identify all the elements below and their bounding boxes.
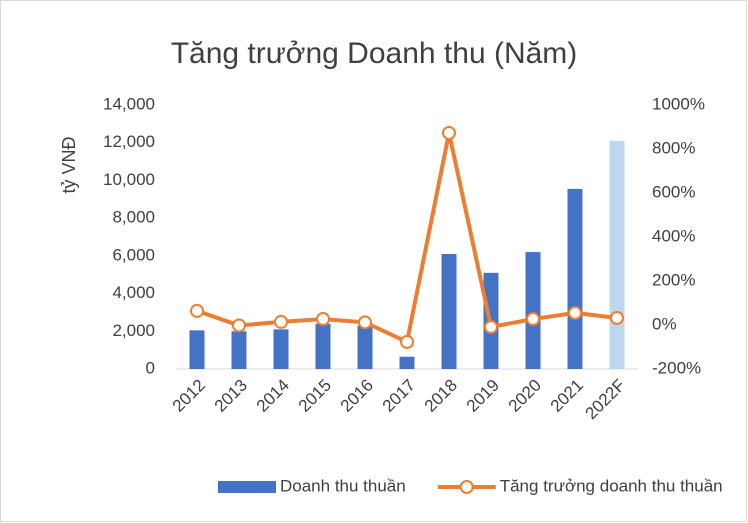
bar xyxy=(399,356,415,369)
line-marker xyxy=(316,312,330,327)
legend-swatch xyxy=(218,481,276,493)
line-marker xyxy=(400,334,414,349)
y2-tick-label: 200% xyxy=(652,270,695,289)
y-tick-label: 6,000 xyxy=(112,245,155,264)
bar xyxy=(273,329,289,369)
bar xyxy=(315,323,331,369)
y2-tick-label: 600% xyxy=(652,182,695,201)
y2-tick-label: 400% xyxy=(652,226,695,245)
y-tick-label: 8,000 xyxy=(112,208,155,227)
y-tick-label: 10,000 xyxy=(103,170,155,189)
line-marker xyxy=(190,303,204,318)
line-marker xyxy=(526,312,540,327)
y-tick-label: 14,000 xyxy=(103,94,155,113)
bar xyxy=(357,325,373,369)
y-tick-label: 12,000 xyxy=(103,132,155,151)
legend-marker xyxy=(459,480,474,494)
y2-tick-label: 800% xyxy=(652,138,695,157)
y2-tick-label: 0% xyxy=(652,314,677,333)
bar xyxy=(609,140,625,369)
y2-tick-label: -200% xyxy=(652,358,701,377)
legend-label: Tăng trưởng doanh thu thuần xyxy=(500,476,723,495)
bar xyxy=(567,188,583,369)
bar xyxy=(441,253,457,369)
line-marker xyxy=(358,315,372,330)
line-marker xyxy=(484,319,498,334)
y-tick-label: 2,000 xyxy=(112,321,155,340)
line-marker xyxy=(442,125,456,140)
y-tick-label: 4,000 xyxy=(112,283,155,302)
line-marker xyxy=(274,314,288,329)
legend-label: Doanh thu thuần xyxy=(280,476,406,495)
y2-tick-label: 1000% xyxy=(652,94,705,113)
line-marker xyxy=(610,310,624,325)
chart-title: Tăng trưởng Doanh thu (Năm) xyxy=(171,37,578,70)
bar xyxy=(189,330,205,369)
y-tick-label: 0 xyxy=(146,358,155,377)
bar xyxy=(525,252,541,369)
line-marker xyxy=(232,318,246,333)
line-marker xyxy=(568,305,582,320)
y-axis-label: tỷ VNĐ xyxy=(59,136,79,193)
bar xyxy=(231,331,247,369)
